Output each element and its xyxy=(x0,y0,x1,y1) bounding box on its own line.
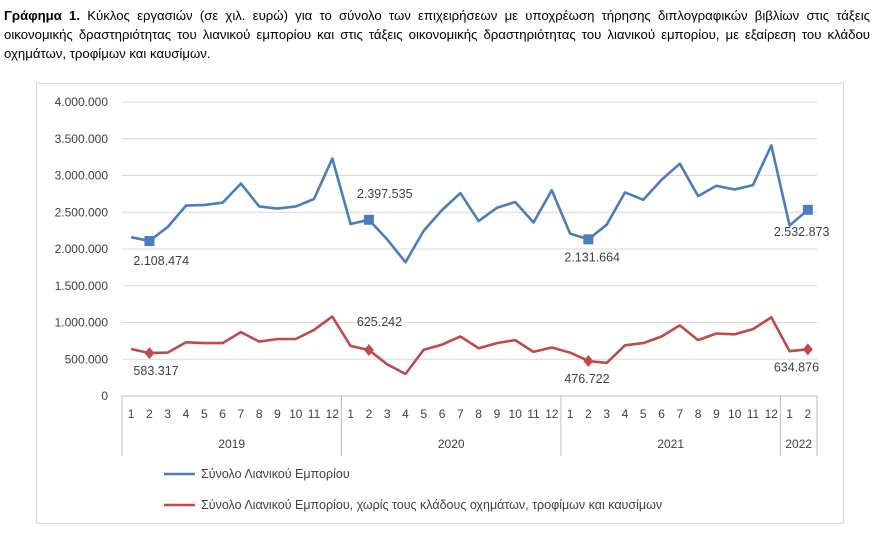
x-year-label: 2020 xyxy=(438,437,465,451)
x-tick-label: 9 xyxy=(494,407,501,421)
x-tick-label: 3 xyxy=(164,407,171,421)
data-label: 476.722 xyxy=(564,372,609,386)
diamond-marker xyxy=(144,347,155,360)
chart-frame xyxy=(36,83,844,524)
series-line-1 xyxy=(130,144,809,264)
x-tick-label: 4 xyxy=(622,407,629,421)
x-tick-label: 8 xyxy=(695,407,702,421)
series-layer xyxy=(130,144,813,376)
x-tick-label: 6 xyxy=(439,407,446,421)
x-tick-label: 1 xyxy=(347,407,354,421)
square-marker xyxy=(802,204,813,215)
y-tick-label: 500.000 xyxy=(65,352,109,366)
x-year-label: 2022 xyxy=(785,437,812,451)
y-tick-label: 1.000.000 xyxy=(55,316,109,330)
y-tick-label: 0 xyxy=(101,389,108,403)
x-tick-label: 10 xyxy=(289,407,303,421)
y-tick-label: 3.000.000 xyxy=(55,169,109,183)
y-tick-label: 3.500.000 xyxy=(55,132,109,146)
x-tick-label: 6 xyxy=(219,407,226,421)
y-axis-tick-labels: 0 500.000 1.000.000 1.500.000 2.000.000 2.500… xyxy=(55,95,109,403)
gridlines xyxy=(122,101,817,397)
x-tick-label: 9 xyxy=(713,407,720,421)
x-tick-label: 5 xyxy=(420,407,427,421)
data-label: 2.108.474 xyxy=(133,254,189,268)
x-tick-label: 11 xyxy=(747,407,760,421)
legend: Σύνολο Λιανικού Εμπορίου Σύνολο Λιανικού … xyxy=(164,467,662,512)
x-tick-label: 2 xyxy=(585,407,592,421)
x-tick-label: 12 xyxy=(545,407,559,421)
chart-caption: Γράφημα 1. Κύκλος εργασιών (σε χιλ. ευρώ… xyxy=(4,6,870,63)
x-axis: 1 2 3 4 5 6 7 8 9 10 11 12 1 2 3 4 5 6 7 8 9 10 11 12 1 2 3 4 5 6 7 8 9 1… xyxy=(121,396,818,456)
y-tick-label: 1.500.000 xyxy=(55,279,109,293)
x-tick-label: 1 xyxy=(128,407,135,421)
data-labels: 2.108.474 2.397.535 2.131.664 2.532.873 583.… xyxy=(133,187,829,386)
data-label: 583.317 xyxy=(133,364,178,378)
x-year-label: 2021 xyxy=(657,437,684,451)
x-tick-label: 8 xyxy=(256,407,263,421)
x-tick-label: 1 xyxy=(567,407,574,421)
y-tick-label: 4.000.000 xyxy=(55,95,109,109)
x-tick-label: 7 xyxy=(457,407,464,421)
x-tick-label: 10 xyxy=(509,407,523,421)
x-tick-label: 4 xyxy=(183,407,190,421)
x-tick-label: 12 xyxy=(326,407,340,421)
x-tick-label: 1 xyxy=(786,407,793,421)
data-label: 634.876 xyxy=(774,360,819,374)
data-label: 625.242 xyxy=(357,315,402,329)
data-label: 2.131.664 xyxy=(564,250,620,264)
data-label: 2.532.873 xyxy=(774,225,830,239)
x-tick-label: 3 xyxy=(384,407,391,421)
diamond-marker xyxy=(583,354,594,367)
legend-entry: Σύνολο Λιανικού Εμπορίου xyxy=(201,467,350,481)
square-marker xyxy=(363,214,374,225)
x-tick-label: 9 xyxy=(274,407,281,421)
x-tick-label: 8 xyxy=(475,407,482,421)
x-tick-label: 7 xyxy=(676,407,683,421)
x-tick-label: 11 xyxy=(527,407,540,421)
legend-entry: Σύνολο Λιανικού Εμπορίου, χωρίς τους κλά… xyxy=(201,498,662,512)
x-tick-label: 3 xyxy=(603,407,610,421)
diamond-marker xyxy=(363,344,374,357)
caption-label: Γράφημα 1. xyxy=(4,8,81,23)
x-tick-label: 2 xyxy=(366,407,373,421)
x-tick-label: 2 xyxy=(146,407,153,421)
x-tick-label: 2 xyxy=(805,407,812,421)
caption-text: Κύκλος εργασιών (σε χιλ. ευρώ) για το σύ… xyxy=(4,8,870,61)
x-tick-label: 4 xyxy=(402,407,409,421)
square-marker xyxy=(144,236,155,247)
series-line-2 xyxy=(130,315,809,376)
x-tick-label: 10 xyxy=(728,407,742,421)
data-label: 2.397.535 xyxy=(357,187,413,201)
diamond-marker xyxy=(802,343,813,356)
x-tick-label: 5 xyxy=(640,407,647,421)
square-marker xyxy=(583,234,594,245)
x-tick-label: 6 xyxy=(658,407,665,421)
x-tick-label: 11 xyxy=(308,407,321,421)
y-tick-label: 2.000.000 xyxy=(55,242,109,256)
x-year-label: 2019 xyxy=(218,437,245,451)
x-tick-label: 5 xyxy=(201,407,208,421)
x-tick-label: 7 xyxy=(238,407,245,421)
y-tick-label: 2.500.000 xyxy=(55,205,109,219)
x-tick-label: 12 xyxy=(765,407,779,421)
